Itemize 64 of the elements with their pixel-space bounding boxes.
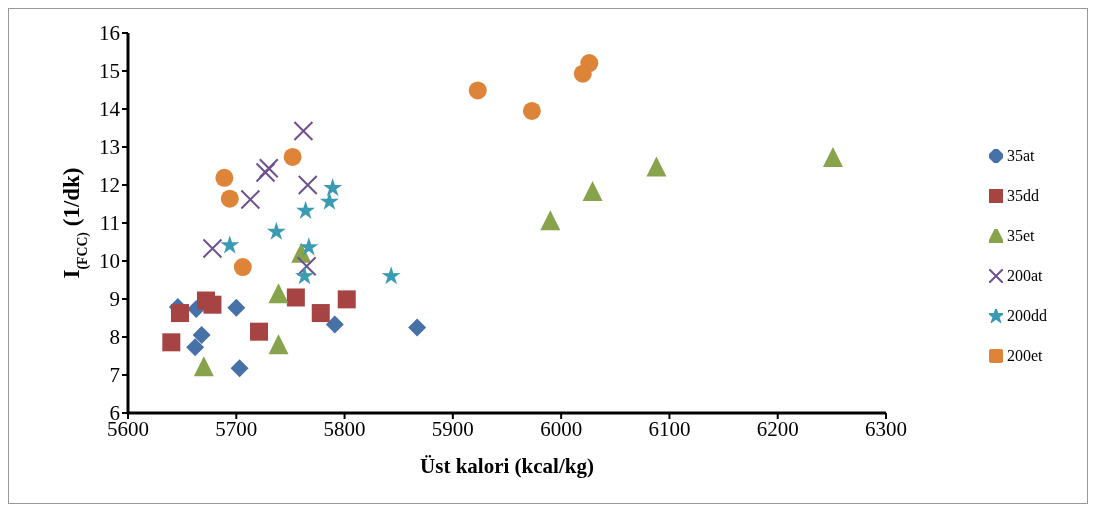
point xyxy=(296,200,316,219)
y-tick-label: 12 xyxy=(99,173,120,198)
point xyxy=(293,121,314,142)
legend-label: 200et xyxy=(1007,347,1043,365)
point xyxy=(325,315,344,334)
point xyxy=(319,191,339,210)
point xyxy=(268,334,289,355)
x-tick-label: 6300 xyxy=(865,416,907,441)
point xyxy=(268,283,289,304)
y-tick-label: 13 xyxy=(99,135,120,160)
point xyxy=(408,318,427,337)
x-tick-label: 5800 xyxy=(323,416,366,441)
point xyxy=(299,237,319,256)
point xyxy=(822,146,843,167)
y-tick-label: 7 xyxy=(109,363,120,388)
point xyxy=(250,322,269,341)
point xyxy=(646,156,667,177)
x-axis-title: Üst kalori (kcal/kg) xyxy=(420,454,594,478)
point xyxy=(220,235,240,254)
x-tick-label: 6000 xyxy=(540,416,583,441)
point xyxy=(215,168,234,187)
point xyxy=(381,266,401,285)
point xyxy=(220,189,239,208)
point xyxy=(580,54,599,73)
point xyxy=(296,256,317,277)
point xyxy=(468,81,487,100)
point xyxy=(186,338,205,357)
point xyxy=(297,175,318,195)
point xyxy=(162,333,181,352)
point xyxy=(286,288,305,307)
legend-label: 35et xyxy=(1007,227,1035,245)
y-tick-label: 10 xyxy=(99,249,120,274)
point xyxy=(230,359,249,378)
point xyxy=(240,189,261,210)
legend-label: 200at xyxy=(1007,267,1043,285)
point xyxy=(337,290,356,309)
y-tick-label: 15 xyxy=(99,59,120,84)
y-tick-label: 16 xyxy=(99,21,120,46)
point xyxy=(295,266,315,285)
point xyxy=(192,326,211,345)
point xyxy=(193,356,214,377)
point xyxy=(266,221,286,240)
legend-label: 35at xyxy=(1007,147,1035,165)
point xyxy=(203,295,222,314)
x-tick-label: 5900 xyxy=(431,416,474,441)
y-tick-label: 14 xyxy=(99,97,121,122)
y-tick-label: 11 xyxy=(99,211,120,236)
point xyxy=(540,210,561,231)
legend-label: 35dd xyxy=(1007,187,1039,205)
y-tick-label: 9 xyxy=(109,287,120,312)
point xyxy=(522,101,541,120)
point xyxy=(582,181,603,202)
point xyxy=(283,147,302,166)
point xyxy=(233,258,252,277)
y-tick-label: 8 xyxy=(109,325,120,350)
point xyxy=(311,304,330,323)
legend-label: 200dd xyxy=(1007,307,1047,325)
x-tick-label: 6200 xyxy=(756,416,799,441)
x-tick-label: 5700 xyxy=(215,416,258,441)
point xyxy=(202,238,223,259)
point xyxy=(323,178,343,197)
point xyxy=(227,298,246,317)
x-tick-label: 6100 xyxy=(648,416,691,441)
point xyxy=(170,304,189,323)
